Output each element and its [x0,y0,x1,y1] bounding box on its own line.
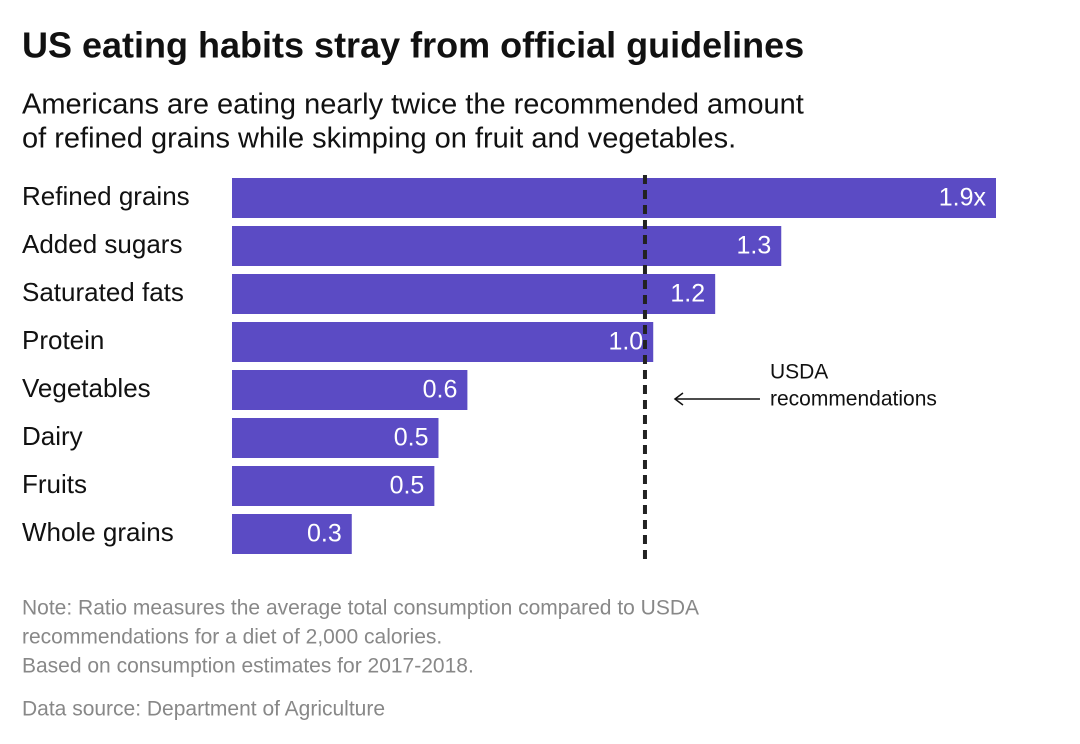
note: Based on consumption estimates for 2017-… [22,655,474,678]
category-label: Saturated fats [22,277,184,307]
chart-title: US eating habits stray from official gui… [22,25,804,66]
bar [232,178,996,218]
chart-subtitle: Americans are eating nearly twice the re… [22,89,804,121]
bar [232,514,352,554]
value-label: 0.6 [423,376,458,404]
value-label: 0.5 [390,472,425,500]
note: recommendations for a diet of 2,000 calo… [22,626,442,649]
category-label: Whole grains [22,517,174,547]
category-label: Dairy [22,421,83,451]
value-label: 1.2 [670,280,705,308]
bar [232,322,654,362]
category-label: Protein [22,325,104,355]
value-label: 1.9x [939,184,987,212]
category-label: Refined grains [22,181,190,211]
category-label: Vegetables [22,373,151,403]
annotation-arrowhead [673,392,684,406]
category-label: Fruits [22,469,87,499]
bar [232,466,435,506]
category-label: Added sugars [22,229,182,259]
value-label: 0.5 [394,424,429,452]
source: Data source: Department of Agriculture [22,698,385,721]
value-label: 0.3 [307,520,342,548]
bar [232,370,468,410]
annotation: USDA [770,361,828,384]
note: Note: Ratio measures the average total c… [22,597,699,620]
value-label: 1.0 [608,328,643,356]
bar [232,274,716,314]
value-label: 1.3 [736,232,771,260]
bar [232,226,782,266]
annotation: recommendations [770,388,937,411]
chart-subtitle: of refined grains while skimping on frui… [22,123,736,155]
bar [232,418,439,458]
